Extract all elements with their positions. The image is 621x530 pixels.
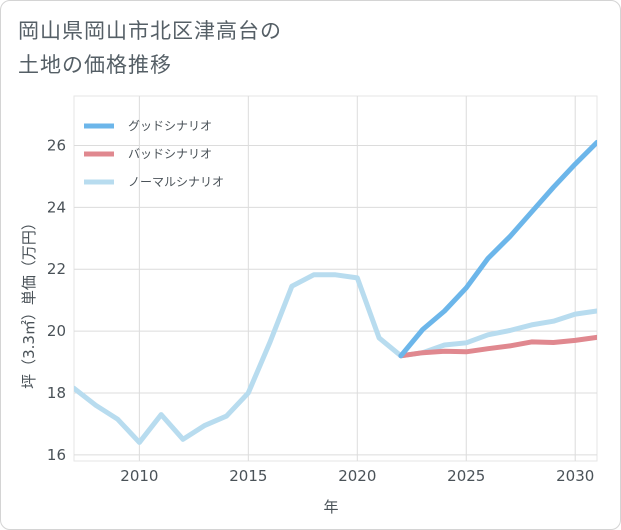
series-line-normal (74, 272, 597, 445)
y-tick-label: 26 (47, 136, 66, 154)
y-axis-label: 坪（3.3㎡）単価（万円） (20, 215, 38, 389)
x-axis-label: 年 (323, 498, 338, 516)
x-tick-label: 2030 (556, 467, 594, 485)
legend-label: グッドシナリオ (128, 119, 212, 133)
y-tick-label: 22 (47, 260, 66, 278)
legend-label: バッドシナリオ (128, 147, 212, 161)
x-tick-label: 2020 (338, 467, 376, 485)
chart-title: 岡山県岡山市北区津高台の 土地の価格推移 (18, 19, 282, 77)
y-tick-label: 24 (47, 198, 66, 216)
plot-area (73, 95, 598, 462)
series-line-good (398, 139, 597, 359)
legend-label: ノーマルシナリオ (128, 175, 224, 189)
x-tick-label: 2010 (120, 467, 158, 485)
y-tick-label: 18 (47, 384, 66, 402)
x-tick-label: 2015 (229, 467, 267, 485)
series-line-bad (398, 334, 597, 359)
x-tick-label: 2025 (447, 467, 485, 485)
y-tick-label: 20 (47, 322, 66, 340)
y-tick-label: 16 (47, 446, 66, 464)
